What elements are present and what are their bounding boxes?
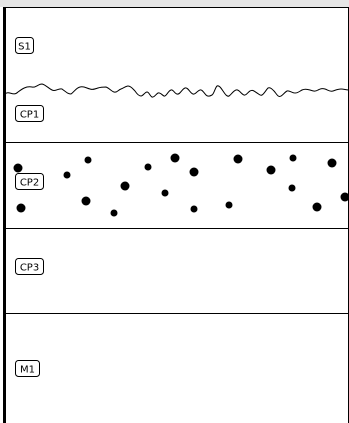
label-s1-text: S1 [18,42,31,53]
particle [190,205,198,213]
label-cp3-text: CP3 [20,263,39,274]
particle [312,202,322,212]
particle [81,196,91,206]
label-cp1: CP1 [15,105,44,122]
particle [233,154,243,164]
particle [340,192,349,202]
label-m1-text: M1 [20,365,35,376]
particle [13,163,23,173]
label-cp2-text: CP2 [20,178,39,189]
particle [16,203,26,213]
particle [327,158,337,168]
particle [161,189,169,197]
label-s1: S1 [15,37,34,54]
label-m1: M1 [15,360,40,377]
cp2-particles [13,153,349,217]
particle [266,165,276,175]
particle [110,209,118,217]
particle [63,171,71,179]
wavy-boundary-s1-cp1 [4,83,349,98]
left-border [3,7,6,423]
particle [170,153,180,163]
particle [189,167,199,177]
label-cp1-text: CP1 [20,110,39,121]
label-cp3: CP3 [15,258,44,275]
top-band [0,0,349,7]
particle [289,154,297,162]
label-cp2: CP2 [15,173,44,190]
particle [144,163,152,171]
particle [120,181,130,191]
particle [225,201,233,209]
particle [84,156,92,164]
particle [288,184,296,192]
